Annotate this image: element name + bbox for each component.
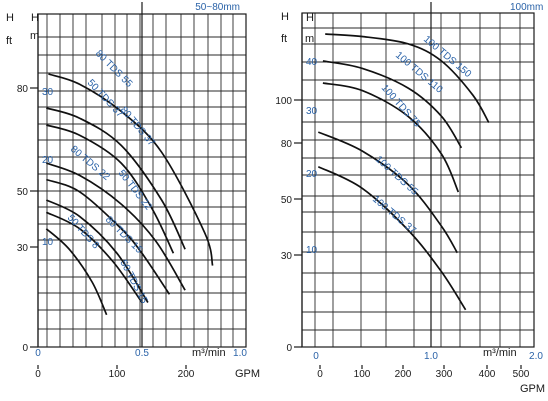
gpm-tick-label: 100 <box>109 369 126 380</box>
m-tick-label: 20 <box>306 169 318 180</box>
ft-tick-label: 30 <box>281 251 293 262</box>
gpm-tick-label: 500 <box>513 369 530 380</box>
series-label: 50 TDS 22 <box>116 168 154 213</box>
gpm-tick-label: 200 <box>395 369 412 380</box>
ft-tick-label: 50 <box>281 195 293 206</box>
pump-curve-100-tds-37 <box>317 165 467 311</box>
gpm-tick-label: 0 <box>317 369 323 380</box>
series-label: 100 TDS 55 <box>373 154 420 198</box>
m-tick-label: 30 <box>42 87 54 98</box>
flow-m3-unit: m³/min <box>483 347 517 359</box>
ft-axis-unit: ft <box>6 35 12 47</box>
m-axis-unit: m <box>305 33 314 45</box>
series-label: 80 TDS 37 <box>118 105 157 149</box>
flow-m3-tick-label: 1.0 <box>233 348 247 359</box>
m-tick-label: 20 <box>42 155 54 166</box>
m-tick-label: 10 <box>42 237 54 248</box>
m-tick-label: 30 <box>306 106 318 117</box>
pump-curve-100-tds-55 <box>317 131 459 254</box>
pump-curve-100-tds-75 <box>322 82 460 193</box>
gpm-tick-label: 100 <box>354 369 371 380</box>
flow-m3-tick-label: 0.5 <box>135 348 149 359</box>
m-axis-unit-h: H <box>31 12 39 24</box>
series-label: 100 TDS 75 <box>379 83 423 130</box>
gpm-tick-label: 200 <box>178 369 195 380</box>
ft-axis-unit-h: H <box>281 11 289 23</box>
series-label: 100 TDS 37 <box>370 194 418 237</box>
ft-tick-label: 100 <box>275 96 292 107</box>
pump-curve-100-tds-150 <box>325 33 490 124</box>
ft-tick-label: 30 <box>17 243 29 254</box>
ft-tick-label: 0 <box>22 343 28 354</box>
gpm-tick-label: 300 <box>436 369 453 380</box>
flow-m3-tick-label: 0 <box>35 348 41 359</box>
flow-m3-tick-label: 0 <box>313 351 319 362</box>
pump-curve-50-tds-37 <box>46 107 186 250</box>
ft-tick-label: 80 <box>17 84 29 95</box>
flow-m3-tick-label: 2.0 <box>529 351 543 362</box>
chart-title: 100mm <box>510 2 543 13</box>
ft-axis-unit: ft <box>281 33 287 45</box>
chart-title: 50~80mm <box>195 2 240 13</box>
pump-curve-80-tds-55 <box>48 73 214 266</box>
gpm-tick-label: 400 <box>479 369 496 380</box>
series-label: 50 TDS 15 <box>117 258 149 306</box>
ft-tick-label: 0 <box>286 343 292 354</box>
flow-m3-unit: m³/min <box>192 347 226 359</box>
m-axis-unit: m <box>30 30 39 42</box>
m-axis-unit-h: H <box>306 12 314 24</box>
pump-curve-50-tds-8 <box>45 228 108 316</box>
pump-curve-80-tds-22 <box>46 162 186 291</box>
gpm-tick-label: 0 <box>35 369 41 380</box>
gpm-unit: GPM <box>235 368 260 380</box>
pump-curve-80-tds-37 <box>46 124 175 254</box>
pump-curve-50-tds-22 <box>46 178 171 295</box>
pump-curve-80-tds-15 <box>45 199 149 303</box>
m-tick-label: 40 <box>306 57 318 68</box>
pump-curve-50-tds-15 <box>45 211 143 303</box>
ft-tick-label: 50 <box>17 187 29 198</box>
m-tick-label: 10 <box>306 245 318 256</box>
flow-m3-tick-label: 1.0 <box>424 351 438 362</box>
pump-curve-100-tds-110 <box>322 60 463 149</box>
ft-tick-label: 80 <box>281 139 293 150</box>
gpm-unit: GPM <box>520 383 545 395</box>
ft-axis-unit-h: H <box>6 12 14 24</box>
